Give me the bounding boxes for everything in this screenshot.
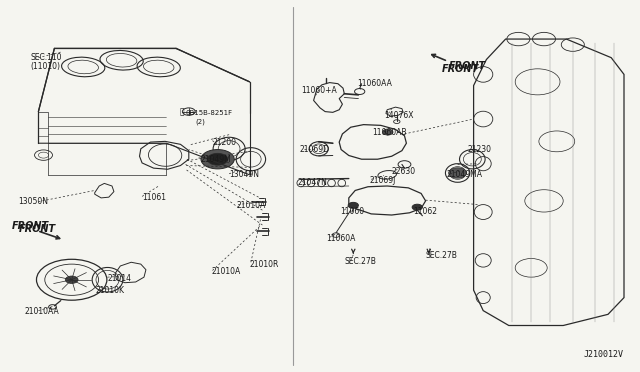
Text: 11062: 11062 [413, 207, 437, 216]
Text: 21049MA: 21049MA [447, 170, 483, 179]
Text: SEC.27B: SEC.27B [344, 257, 376, 266]
Text: 13049N: 13049N [229, 170, 259, 179]
Text: 21010R: 21010R [250, 260, 279, 269]
Text: 0B15B-8251F: 0B15B-8251F [186, 110, 233, 116]
Text: 13050N: 13050N [18, 197, 48, 206]
Text: 21010A: 21010A [237, 201, 266, 210]
Text: Ⓡ: Ⓡ [179, 107, 184, 116]
Text: 21010AA: 21010AA [24, 307, 59, 316]
Text: 22630: 22630 [392, 167, 416, 176]
Circle shape [201, 150, 234, 169]
Text: 11060A: 11060A [326, 234, 356, 243]
Text: (2): (2) [195, 119, 205, 125]
Circle shape [412, 204, 422, 210]
Circle shape [383, 129, 393, 135]
Text: 21200: 21200 [212, 138, 237, 147]
Text: SEC.27B: SEC.27B [426, 251, 458, 260]
Circle shape [449, 168, 467, 178]
Text: FRONT: FRONT [12, 221, 49, 231]
Text: 21069D: 21069D [300, 145, 330, 154]
Text: 11061: 11061 [142, 193, 166, 202]
Text: 21010A: 21010A [211, 267, 241, 276]
Text: 21010K: 21010K [96, 286, 125, 295]
Text: 11060AB: 11060AB [372, 128, 407, 137]
Text: FRONT: FRONT [442, 64, 479, 74]
Circle shape [348, 202, 358, 208]
Text: (11010): (11010) [31, 62, 61, 71]
Text: 21230: 21230 [467, 145, 492, 154]
Text: 21049M: 21049M [200, 155, 231, 164]
Text: 14076X: 14076X [384, 111, 413, 120]
Circle shape [207, 153, 228, 165]
Text: SEC.110: SEC.110 [31, 53, 62, 62]
Text: 11060: 11060 [340, 207, 365, 216]
Text: 21047N: 21047N [298, 178, 328, 187]
Text: 11060AA: 11060AA [357, 79, 392, 88]
Text: 21014: 21014 [108, 274, 132, 283]
Circle shape [65, 276, 78, 283]
Text: FRONT: FRONT [19, 224, 56, 234]
Text: 11060+A: 11060+A [301, 86, 337, 94]
Text: FRONT: FRONT [449, 61, 486, 71]
Text: J210012V: J210012V [584, 350, 624, 359]
Text: 21069J: 21069J [369, 176, 396, 185]
